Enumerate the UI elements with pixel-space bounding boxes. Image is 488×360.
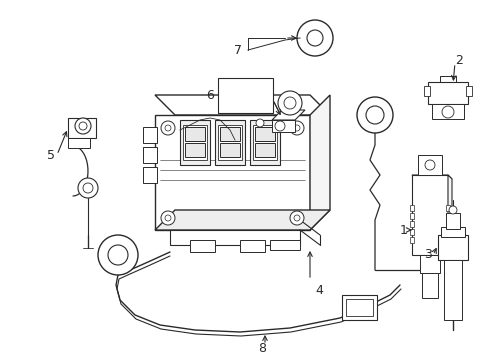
Bar [252, 125, 276, 160]
Polygon shape [411, 175, 447, 255]
Bar [419, 255, 439, 273]
Circle shape [108, 245, 128, 265]
Circle shape [161, 211, 175, 225]
Bar [218, 125, 242, 160]
Bar [431, 104, 463, 119]
Circle shape [274, 121, 285, 131]
Bar [218, 78, 272, 113]
Bar [269, 240, 299, 250]
Text: 3: 3 [423, 248, 431, 261]
Circle shape [75, 118, 91, 134]
Circle shape [98, 235, 138, 275]
Circle shape [356, 97, 392, 133]
Text: 2: 2 [454, 54, 462, 67]
Polygon shape [411, 175, 451, 179]
Bar [215, 120, 244, 165]
Circle shape [296, 20, 332, 56]
Bar [170, 230, 299, 245]
Bar [445, 221, 449, 227]
Text: 7: 7 [234, 44, 242, 57]
Bar [184, 127, 204, 141]
Circle shape [79, 122, 87, 130]
Bar [190, 240, 215, 252]
Bar [68, 118, 96, 138]
Bar [465, 86, 471, 96]
Text: 1: 1 [399, 224, 407, 237]
Text: 4: 4 [314, 284, 322, 297]
Bar [440, 227, 464, 237]
Bar [445, 229, 449, 235]
Circle shape [78, 178, 98, 198]
Bar [254, 143, 274, 157]
Bar [254, 127, 274, 141]
Bar [445, 237, 449, 243]
Polygon shape [155, 210, 329, 230]
Text: 8: 8 [258, 342, 265, 355]
Bar [409, 229, 413, 235]
Bar [183, 125, 206, 160]
Circle shape [161, 121, 175, 135]
Bar [409, 213, 413, 219]
Text: 5: 5 [47, 149, 55, 162]
Bar [220, 143, 240, 157]
Bar [445, 213, 459, 229]
Circle shape [164, 215, 171, 221]
Bar [409, 237, 413, 243]
Bar [409, 205, 413, 211]
Bar [443, 260, 461, 320]
Bar [346, 299, 372, 316]
Bar [271, 120, 294, 132]
Bar [180, 120, 209, 165]
Polygon shape [309, 95, 329, 230]
Circle shape [306, 30, 323, 46]
Circle shape [293, 215, 299, 221]
Bar [68, 138, 90, 148]
Bar [142, 127, 157, 143]
Bar [445, 213, 449, 219]
Bar [142, 147, 157, 163]
Circle shape [441, 106, 453, 118]
Bar [437, 235, 467, 260]
Circle shape [278, 91, 302, 115]
Circle shape [289, 121, 304, 135]
Bar [142, 167, 157, 183]
Circle shape [256, 119, 264, 127]
Circle shape [448, 206, 456, 214]
Circle shape [83, 183, 93, 193]
Circle shape [365, 106, 383, 124]
Circle shape [289, 211, 304, 225]
Bar [421, 273, 437, 298]
Bar [427, 82, 467, 104]
Bar [220, 127, 240, 141]
Polygon shape [155, 95, 329, 115]
Circle shape [284, 97, 295, 109]
Bar [249, 120, 280, 165]
Circle shape [424, 160, 434, 170]
Polygon shape [447, 175, 451, 259]
Text: 6: 6 [206, 89, 214, 102]
Bar [445, 205, 449, 211]
Bar [409, 221, 413, 227]
Bar [417, 155, 441, 175]
Polygon shape [271, 110, 305, 120]
Bar [240, 240, 264, 252]
Bar [184, 143, 204, 157]
Bar [341, 295, 376, 320]
Circle shape [164, 125, 171, 131]
Bar [423, 86, 429, 96]
Polygon shape [155, 115, 309, 230]
Circle shape [293, 125, 299, 131]
